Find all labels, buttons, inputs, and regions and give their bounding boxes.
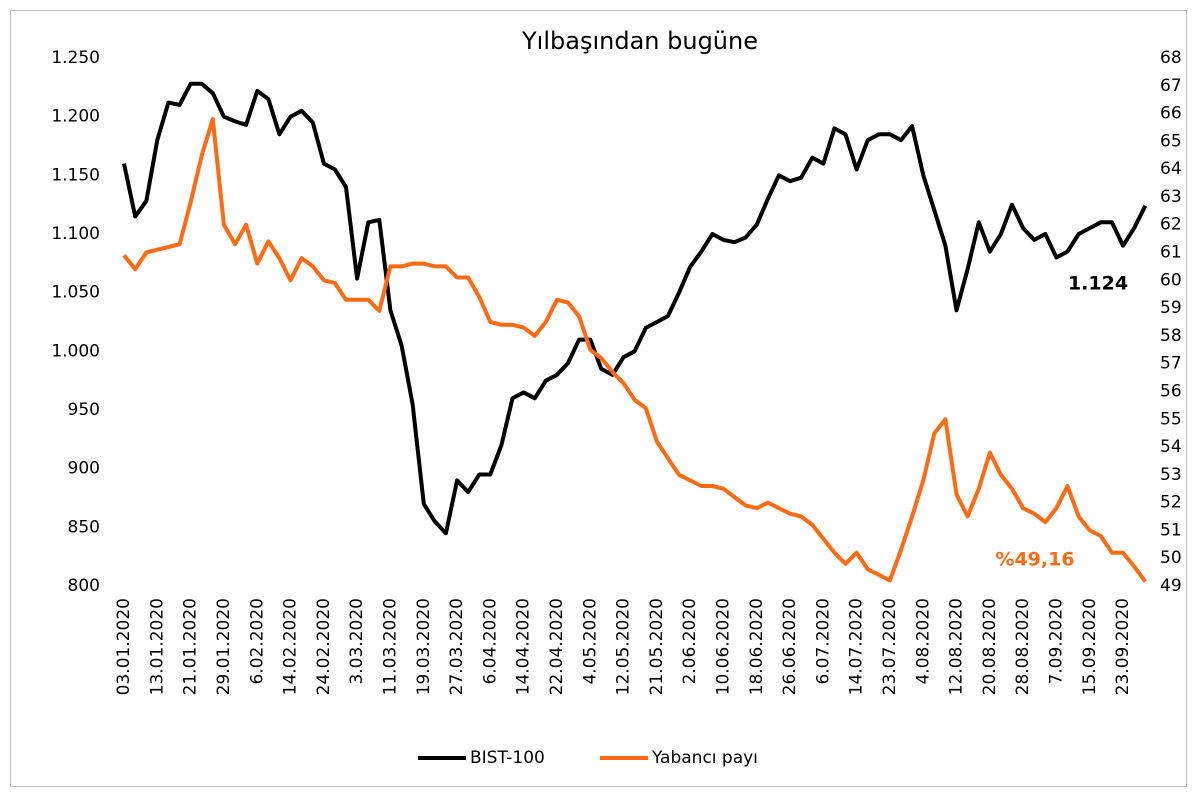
y2-tick-label: 63 xyxy=(1160,187,1182,207)
x-tick-label: 12.05.2020 xyxy=(614,598,634,695)
x-tick-label: 14.02.2020 xyxy=(281,598,301,695)
y2-tick-label: 55 xyxy=(1160,409,1182,429)
series-line xyxy=(122,81,1148,536)
x-tick-label: 7.09.2020 xyxy=(1046,598,1066,685)
x-tick-label: 23.07.2020 xyxy=(880,598,900,695)
x-tick-label: 28.08.2020 xyxy=(1013,598,1033,695)
x-tick-label: 22.04.2020 xyxy=(547,598,567,695)
x-tick-label: 11.03.2020 xyxy=(380,598,400,695)
x-tick-label: 23.09.2020 xyxy=(1113,598,1133,695)
annotation: 1.124 xyxy=(1068,273,1128,295)
y2-tick-label: 56 xyxy=(1160,381,1182,401)
y2-tick-label: 66 xyxy=(1160,104,1182,124)
y-tick-label: 1.100 xyxy=(51,224,100,244)
y-tick-label: 1.050 xyxy=(51,283,100,303)
x-tick-label: 20.08.2020 xyxy=(980,598,1000,695)
y-tick-label: 1.250 xyxy=(51,48,100,68)
x-tick-label: 18.06.2020 xyxy=(747,598,767,695)
y-tick-label: 800 xyxy=(68,576,100,596)
y2-tick-label: 49 xyxy=(1160,576,1182,596)
y2-tick-label: 67 xyxy=(1160,76,1182,96)
y2-tick-label: 53 xyxy=(1160,465,1182,485)
y2-tick-label: 61 xyxy=(1160,243,1182,263)
x-tick-label: 24.02.2020 xyxy=(314,598,334,695)
y-tick-label: 950 xyxy=(68,400,100,420)
y2-tick-label: 50 xyxy=(1160,548,1182,568)
x-tick-label: 2.06.2020 xyxy=(680,598,700,685)
chart-title: Yılbaşından bugüne xyxy=(521,27,758,55)
x-tick-label: 6.04.2020 xyxy=(480,598,500,685)
x-tick-label: 29.01.2020 xyxy=(214,598,234,695)
y2-tick-label: 54 xyxy=(1160,437,1182,457)
y-tick-label: 1.150 xyxy=(51,165,100,185)
y-tick-label: 850 xyxy=(68,517,100,537)
y-tick-label: 1.000 xyxy=(51,341,100,361)
y2-tick-label: 52 xyxy=(1160,493,1182,513)
x-tick-label: 6.07.2020 xyxy=(813,598,833,685)
x-tick-label: 14.07.2020 xyxy=(847,598,867,695)
x-tick-label: 15.09.2020 xyxy=(1080,598,1100,695)
x-tick-label: 6.02.2020 xyxy=(247,598,267,685)
x-tick-label: 13.01.2020 xyxy=(147,598,167,695)
x-tick-label: 21.01.2020 xyxy=(181,598,201,695)
y2-tick-label: 58 xyxy=(1160,326,1182,346)
x-tick-label: 03.01.2020 xyxy=(114,598,134,695)
y2-tick-label: 60 xyxy=(1160,270,1182,290)
x-tick-label: 21.05.2020 xyxy=(647,598,667,695)
series-line xyxy=(122,117,1147,583)
y2-tick-label: 51 xyxy=(1160,520,1182,540)
legend-label: Yabancı payı xyxy=(651,748,758,768)
x-tick-label: 3.03.2020 xyxy=(347,598,367,685)
y2-tick-label: 68 xyxy=(1160,48,1182,68)
x-tick-label: 4.05.2020 xyxy=(580,598,600,685)
y2-tick-label: 65 xyxy=(1160,131,1182,151)
y2-tick-label: 64 xyxy=(1160,159,1182,179)
x-tick-label: 10.06.2020 xyxy=(713,598,733,695)
y2-tick-label: 62 xyxy=(1160,215,1182,235)
y2-tick-label: 59 xyxy=(1160,298,1182,318)
y-tick-label: 1.200 xyxy=(51,107,100,127)
y-tick-label: 900 xyxy=(68,459,100,479)
x-tick-label: 14.04.2020 xyxy=(514,598,534,695)
x-tick-label: 4.08.2020 xyxy=(913,598,933,685)
x-tick-label: 19.03.2020 xyxy=(414,598,434,695)
x-tick-label: 12.08.2020 xyxy=(947,598,967,695)
legend-label: BIST-100 xyxy=(470,748,545,768)
x-tick-label: 26.06.2020 xyxy=(780,598,800,695)
annotation: %49,16 xyxy=(995,549,1074,571)
x-tick-label: 27.03.2020 xyxy=(447,598,467,695)
y2-tick-label: 57 xyxy=(1160,354,1182,374)
